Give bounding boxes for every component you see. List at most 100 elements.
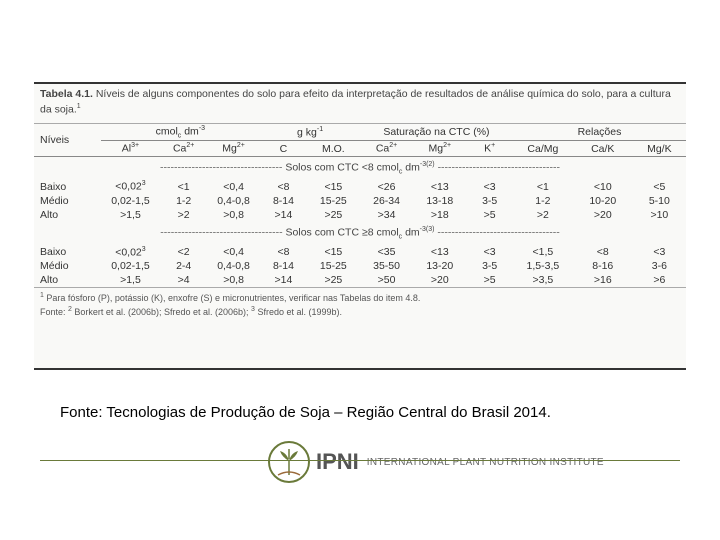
group-cmol: cmolc dm-3 <box>101 124 261 141</box>
col-header: C <box>260 141 307 157</box>
data-cell: >5 <box>466 273 513 287</box>
data-cell: >25 <box>307 273 360 287</box>
data-cell: >0,8 <box>207 208 260 222</box>
data-cell: 3-6 <box>633 259 686 273</box>
data-cell: <26 <box>360 179 413 194</box>
table-row: Baixo<0,023<1<0,4<8<15<26<13<3<1<10<5 <box>34 179 686 194</box>
section-divider: ----------------------------------- Solo… <box>34 156 686 179</box>
data-cell: <8 <box>260 179 307 194</box>
data-cell: <3 <box>466 179 513 194</box>
group-header-row: Níveis cmolc dm-3 g kg-1 Saturação na CT… <box>34 124 686 141</box>
table-row: Alto>1,5>4>0,8>14>25>50>20>5>3,5>16>6 <box>34 273 686 287</box>
data-cell: >0,8 <box>207 273 260 287</box>
col-header: Mg2+ <box>413 141 466 157</box>
data-cell: <1,5 <box>513 245 573 260</box>
data-cell: <0,4 <box>207 245 260 260</box>
data-cell: <2 <box>160 245 207 260</box>
level-cell: Alto <box>34 208 101 222</box>
data-cell: 15-25 <box>307 259 360 273</box>
data-cell: 10-20 <box>573 194 633 208</box>
data-cell: <15 <box>307 179 360 194</box>
data-cell: 0,02-1,5 <box>101 194 161 208</box>
ipni-logo-icon <box>268 441 310 483</box>
table-row: Médio0,02-1,51-20,4-0,88-1415-2526-3413-… <box>34 194 686 208</box>
data-cell: 8-14 <box>260 259 307 273</box>
ipni-logo-subtext: INTERNATIONAL PLANT NUTRITION INSTITUTE <box>367 457 604 468</box>
data-cell: <5 <box>633 179 686 194</box>
data-cell: 0,02-1,5 <box>101 259 161 273</box>
group-relacoes: Relações <box>513 124 686 141</box>
data-cell: 0,4-0,8 <box>207 194 260 208</box>
data-cell: 15-25 <box>307 194 360 208</box>
data-cell: 5-10 <box>633 194 686 208</box>
data-cell: 13-18 <box>413 194 466 208</box>
source-line: Fonte: Tecnologias de Produção de Soja –… <box>60 404 551 421</box>
caption-super: 1 <box>77 103 81 110</box>
data-cell: <13 <box>413 179 466 194</box>
col-header: K+ <box>466 141 513 157</box>
data-cell: >50 <box>360 273 413 287</box>
col-header: Al3+ <box>101 141 161 157</box>
data-cell: <0,023 <box>101 245 161 260</box>
col-header: Mg2+ <box>207 141 260 157</box>
niveis-header: Níveis <box>34 124 101 157</box>
table-caption: Tabela 4.1. Níveis de alguns componentes… <box>34 84 686 124</box>
level-cell: Alto <box>34 273 101 287</box>
data-cell: <10 <box>573 179 633 194</box>
data-cell: >14 <box>260 208 307 222</box>
data-cell: >20 <box>413 273 466 287</box>
data-cell: >6 <box>633 273 686 287</box>
col-header: Mg/K <box>633 141 686 157</box>
table-footnotes: 1 Para fósforo (P), potássio (K), enxofr… <box>34 287 686 321</box>
level-cell: Médio <box>34 259 101 273</box>
table-row: Médio0,02-1,52-40,4-0,88-1415-2535-5013-… <box>34 259 686 273</box>
data-cell: 3-5 <box>466 259 513 273</box>
data-cell: <13 <box>413 245 466 260</box>
data-cell: 26-34 <box>360 194 413 208</box>
table-row: Alto>1,5>2>0,8>14>25>34>18>5>2>20>10 <box>34 208 686 222</box>
data-cell: >1,5 <box>101 208 161 222</box>
group-ctc: Saturação na CTC (%) <box>360 124 513 141</box>
data-cell: >4 <box>160 273 207 287</box>
data-cell: 0,4-0,8 <box>207 259 260 273</box>
col-header: Ca/Mg <box>513 141 573 157</box>
data-cell: <8 <box>573 245 633 260</box>
slide: Tabela 4.1. Níveis de alguns componentes… <box>0 0 720 540</box>
level-cell: Baixo <box>34 245 101 260</box>
data-cell: >1,5 <box>101 273 161 287</box>
column-header-row: Al3+Ca2+Mg2+CM.O.Ca2+Mg2+K+Ca/MgCa/KMg/K <box>34 141 686 157</box>
footnote-2: Fonte: 2 Borkert et al. (2006b); Sfredo … <box>40 305 680 319</box>
table-number: Tabela 4.1. <box>40 88 93 100</box>
data-cell: 1-2 <box>160 194 207 208</box>
data-cell: <3 <box>633 245 686 260</box>
level-cell: Médio <box>34 194 101 208</box>
data-cell: <1 <box>160 179 207 194</box>
soil-table: Níveis cmolc dm-3 g kg-1 Saturação na CT… <box>34 124 686 287</box>
group-gkg: g kg-1 <box>260 124 360 141</box>
data-cell: <0,4 <box>207 179 260 194</box>
data-cell: 1,5-3,5 <box>513 259 573 273</box>
data-cell: >5 <box>466 208 513 222</box>
col-header: M.O. <box>307 141 360 157</box>
data-cell: <15 <box>307 245 360 260</box>
data-cell: >34 <box>360 208 413 222</box>
col-header: Ca2+ <box>360 141 413 157</box>
data-cell: >10 <box>633 208 686 222</box>
data-cell: <35 <box>360 245 413 260</box>
col-header: Ca2+ <box>160 141 207 157</box>
caption-text: Níveis de alguns componentes do solo par… <box>40 88 671 115</box>
data-cell: >16 <box>573 273 633 287</box>
data-cell: >3,5 <box>513 273 573 287</box>
data-cell: >20 <box>573 208 633 222</box>
data-cell: >2 <box>160 208 207 222</box>
data-cell: <8 <box>260 245 307 260</box>
section-divider: ----------------------------------- Solo… <box>34 222 686 245</box>
footnote-1: 1 Para fósforo (P), potássio (K), enxofr… <box>40 291 680 305</box>
table-body: ----------------------------------- Solo… <box>34 156 686 287</box>
data-cell: 8-14 <box>260 194 307 208</box>
data-cell: <0,023 <box>101 179 161 194</box>
footer-divider <box>40 460 680 461</box>
table-row: Baixo<0,023<2<0,4<8<15<35<13<3<1,5<8<3 <box>34 245 686 260</box>
data-cell: <3 <box>466 245 513 260</box>
data-cell: <1 <box>513 179 573 194</box>
